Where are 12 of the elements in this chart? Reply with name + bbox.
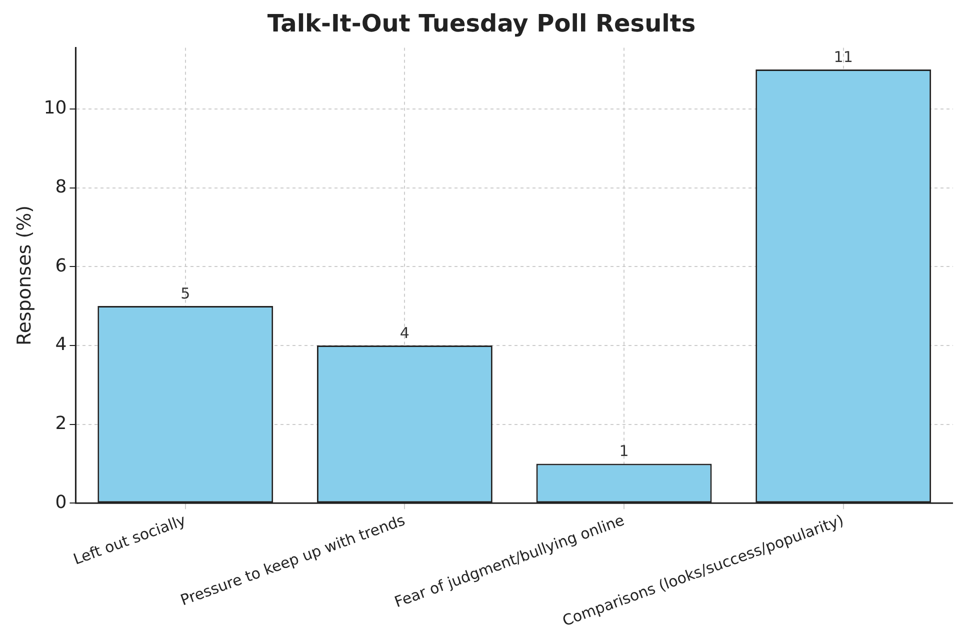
y-tick-label: 8 [55,176,67,198]
data-label: 4 [400,324,410,342]
y-tick-label: 2 [55,412,67,434]
data-label: 11 [834,48,853,66]
chart-title: Talk-It-Out Tuesday Poll Results [267,10,696,38]
y-tick-label: 6 [55,255,67,276]
data-label: 1 [619,442,629,460]
y-tick-label: 0 [55,492,67,513]
y-axis-title: Responses (%) [13,205,36,346]
y-tick-label: 10 [44,98,67,119]
y-tick-label: 4 [55,334,67,356]
data-label: 5 [180,284,190,302]
